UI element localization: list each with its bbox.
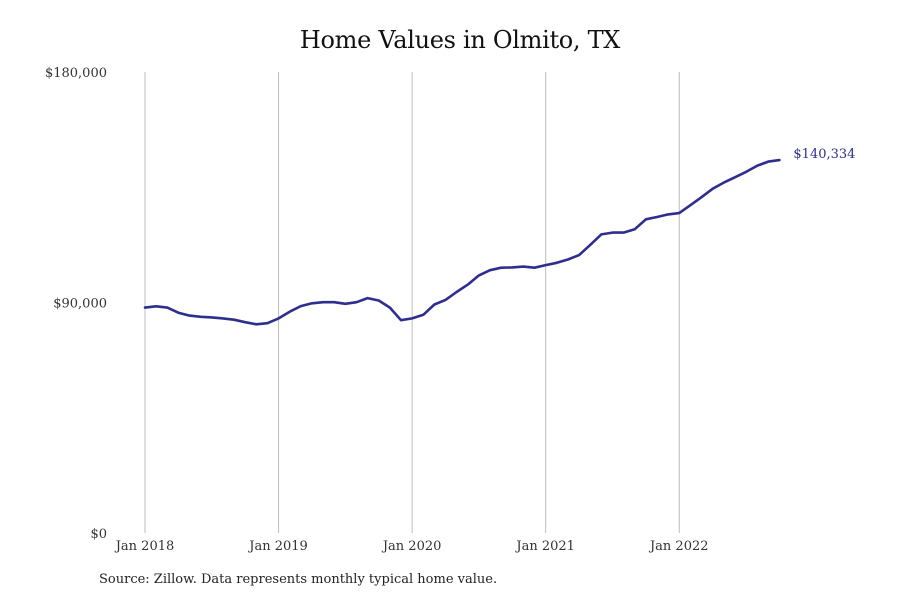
data-point	[300, 305, 302, 307]
y-tick-label: $180,000	[45, 66, 107, 81]
x-axis-ticks: Jan 2018 Jan 2019 Jan 2020 Jan 2021 Jan 2022	[114, 539, 709, 554]
source-note: Source: Zillow. Data represents monthly …	[99, 572, 498, 587]
data-point	[545, 264, 547, 266]
data-point	[667, 213, 669, 215]
data-point	[444, 299, 446, 301]
data-point	[489, 269, 491, 271]
data-point	[244, 321, 246, 323]
data-point	[411, 317, 413, 319]
data-point	[522, 265, 524, 267]
data-point	[155, 305, 157, 307]
gridlines	[144, 72, 680, 533]
data-point	[711, 188, 713, 190]
data-point	[478, 274, 480, 276]
data-point	[678, 212, 680, 214]
data-point	[622, 231, 624, 233]
data-point	[734, 176, 736, 178]
data-point	[600, 233, 602, 235]
data-point	[645, 218, 647, 220]
end-label-layer: $140,334	[793, 147, 855, 162]
data-point	[289, 311, 291, 313]
data-point	[433, 303, 435, 305]
data-point	[266, 322, 268, 324]
x-tick-label: Jan 2022	[648, 539, 709, 554]
chart-title: Home Values in Olmito, TX	[299, 26, 621, 54]
end-value-label: $140,334	[793, 147, 855, 162]
data-point	[277, 317, 279, 319]
data-point	[634, 228, 636, 230]
series-line	[143, 158, 781, 326]
data-point	[389, 306, 391, 308]
data-point	[200, 316, 202, 318]
data-point	[355, 301, 357, 303]
x-tick-label: Jan 2019	[247, 539, 308, 554]
data-point	[556, 262, 558, 264]
data-point	[611, 231, 613, 233]
data-point	[778, 159, 780, 161]
data-point	[656, 216, 658, 218]
data-point	[366, 297, 368, 299]
x-tick-label: Jan 2018	[114, 539, 175, 554]
data-point	[589, 244, 591, 246]
data-point	[500, 267, 502, 269]
data-point	[700, 196, 702, 198]
data-point	[378, 299, 380, 301]
data-point	[311, 302, 313, 304]
data-point	[689, 204, 691, 206]
data-point	[511, 266, 513, 268]
data-point	[400, 319, 402, 321]
data-point	[723, 181, 725, 183]
data-point	[745, 171, 747, 173]
data-point	[467, 283, 469, 285]
data-point	[188, 314, 190, 316]
data-point	[144, 306, 146, 308]
data-point	[578, 254, 580, 256]
data-point	[767, 160, 769, 162]
data-point	[255, 323, 257, 325]
data-point	[166, 306, 168, 308]
data-point	[233, 319, 235, 321]
x-tick-label: Jan 2020	[381, 539, 442, 554]
y-tick-label: $90,000	[53, 297, 107, 312]
data-point	[422, 314, 424, 316]
data-point	[533, 267, 535, 269]
y-axis-ticks: $0 $90,000 $180,000	[45, 66, 107, 542]
data-point	[567, 258, 569, 260]
data-point	[455, 291, 457, 293]
data-point	[222, 317, 224, 319]
data-point	[322, 301, 324, 303]
data-point	[344, 303, 346, 305]
y-tick-label: $0	[90, 527, 107, 542]
data-point	[177, 312, 179, 314]
data-point	[333, 301, 335, 303]
x-tick-label: Jan 2021	[514, 539, 575, 554]
data-point	[756, 165, 758, 167]
series-layer	[143, 158, 781, 326]
data-point	[211, 316, 213, 318]
